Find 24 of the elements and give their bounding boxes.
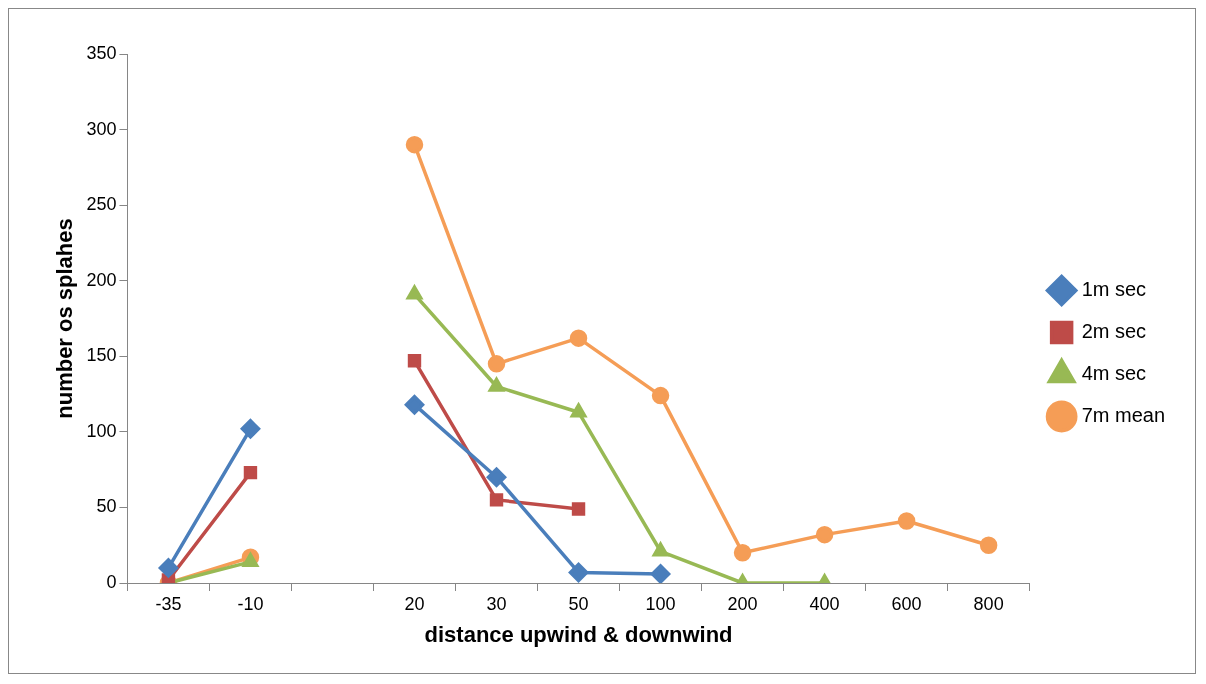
legend-label: 7m mean [1081,404,1166,427]
y-tick-label: 300 [86,118,117,139]
y-tick-label: 150 [86,345,117,366]
y-tick-label: 200 [86,269,117,290]
x-tick-label: -35 [155,593,182,614]
x-tick-label: 600 [891,593,922,614]
legend-label: 4m sec [1081,362,1147,385]
x-tick-label: 30 [486,593,507,614]
x-tick-label: -10 [237,593,264,614]
x-axis-title: distance upwind & downwind [424,621,733,647]
x-tick-label: 100 [645,593,676,614]
y-tick-label: 100 [86,420,117,441]
legend-label: 2m sec [1081,320,1147,343]
y-tick-label: 250 [86,194,117,215]
x-tick-label: 200 [727,593,758,614]
x-tick-label: 800 [973,593,1004,614]
legend-label: 1m sec [1081,278,1147,301]
x-tick-label: 20 [404,593,425,614]
y-axis-title: number os splahes [52,218,78,419]
y-tick-label: 0 [106,571,117,592]
x-tick-label: 50 [568,593,589,614]
x-tick-label: 400 [809,593,840,614]
y-tick-label: 350 [86,42,117,63]
y-tick-label: 50 [96,496,117,517]
